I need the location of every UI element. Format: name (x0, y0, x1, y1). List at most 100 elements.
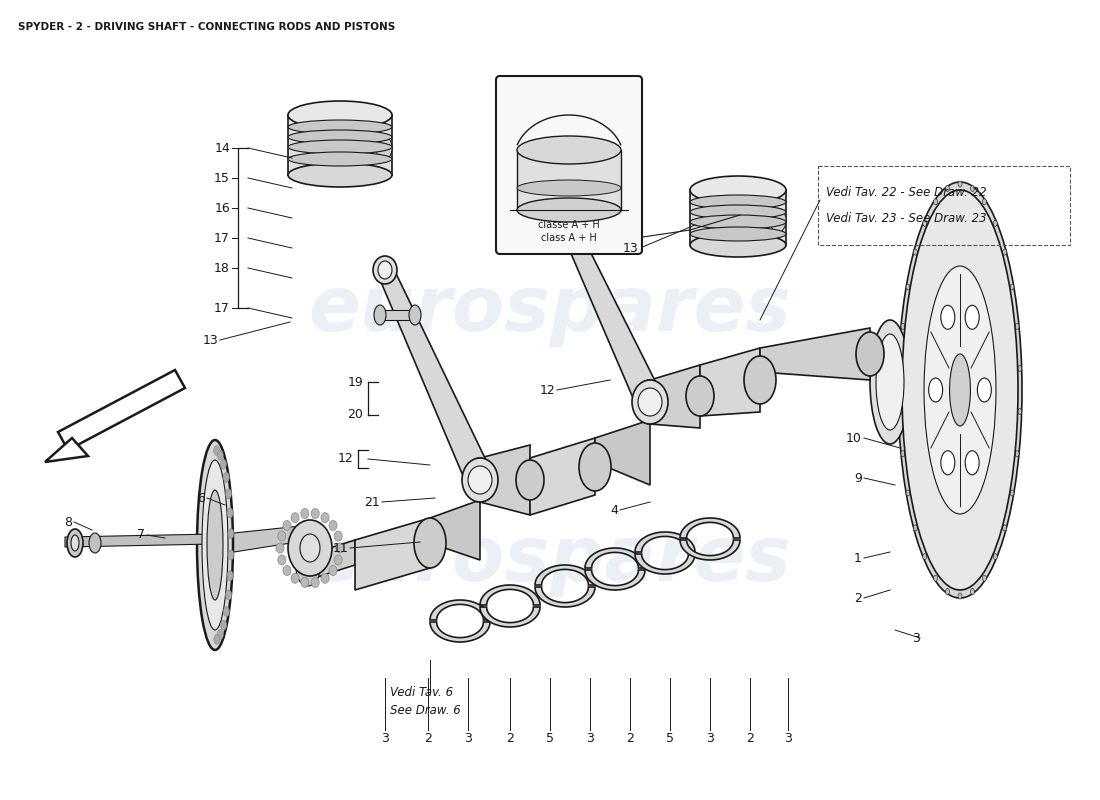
Ellipse shape (296, 550, 320, 586)
Ellipse shape (870, 320, 910, 444)
Ellipse shape (934, 575, 937, 581)
Ellipse shape (993, 220, 998, 226)
Polygon shape (430, 600, 490, 620)
Text: 2: 2 (506, 731, 514, 745)
Ellipse shape (690, 233, 786, 257)
Ellipse shape (1010, 490, 1014, 496)
Ellipse shape (223, 472, 229, 482)
Ellipse shape (373, 256, 397, 284)
Ellipse shape (226, 590, 232, 600)
Ellipse shape (579, 443, 610, 491)
Ellipse shape (300, 509, 309, 518)
Ellipse shape (288, 120, 392, 134)
Ellipse shape (690, 195, 786, 209)
Text: Vedi Tav. 23 - See Draw. 23: Vedi Tav. 23 - See Draw. 23 (826, 211, 987, 225)
Ellipse shape (923, 554, 926, 560)
Ellipse shape (278, 555, 286, 565)
Ellipse shape (465, 458, 495, 502)
Polygon shape (288, 115, 392, 175)
Polygon shape (377, 266, 493, 486)
Ellipse shape (276, 543, 284, 553)
Text: 7: 7 (138, 529, 145, 542)
FancyBboxPatch shape (496, 76, 642, 254)
Ellipse shape (300, 578, 309, 587)
Ellipse shape (901, 450, 905, 457)
Polygon shape (700, 348, 760, 416)
Polygon shape (65, 534, 214, 547)
Polygon shape (430, 622, 490, 642)
Ellipse shape (982, 575, 987, 581)
Ellipse shape (414, 518, 446, 568)
Polygon shape (379, 310, 415, 320)
Ellipse shape (292, 574, 299, 583)
Text: 17: 17 (214, 302, 230, 314)
Ellipse shape (228, 529, 234, 538)
Ellipse shape (940, 306, 955, 330)
Ellipse shape (958, 181, 962, 187)
Text: 13: 13 (623, 242, 638, 254)
Ellipse shape (686, 376, 714, 416)
Ellipse shape (220, 459, 227, 469)
Polygon shape (535, 565, 595, 585)
Ellipse shape (563, 221, 578, 239)
Ellipse shape (283, 566, 292, 575)
Polygon shape (635, 532, 695, 552)
Text: Vedi Tav. 6: Vedi Tav. 6 (390, 686, 453, 699)
Ellipse shape (517, 136, 622, 164)
Text: 11: 11 (332, 542, 348, 554)
Ellipse shape (690, 176, 786, 204)
Text: 17: 17 (214, 231, 230, 245)
Text: 3: 3 (464, 731, 472, 745)
Ellipse shape (913, 249, 917, 255)
Ellipse shape (923, 220, 926, 226)
Ellipse shape (89, 533, 101, 553)
Ellipse shape (300, 534, 320, 562)
Ellipse shape (207, 490, 223, 600)
Text: 12: 12 (539, 383, 556, 397)
Ellipse shape (899, 366, 902, 371)
Text: 8: 8 (64, 515, 72, 529)
Ellipse shape (223, 606, 230, 617)
Text: 2: 2 (746, 731, 754, 745)
Ellipse shape (67, 529, 82, 557)
Text: 13: 13 (202, 334, 218, 346)
Ellipse shape (965, 450, 979, 474)
Ellipse shape (876, 334, 904, 430)
Ellipse shape (468, 466, 492, 494)
Text: 3: 3 (706, 731, 714, 745)
Ellipse shape (217, 450, 223, 460)
Text: 21: 21 (364, 495, 380, 509)
Text: 18: 18 (214, 262, 230, 274)
Ellipse shape (638, 388, 662, 416)
Ellipse shape (226, 489, 231, 499)
Ellipse shape (283, 521, 292, 530)
Polygon shape (45, 438, 88, 462)
Polygon shape (535, 587, 595, 607)
Text: 3: 3 (586, 731, 594, 745)
Ellipse shape (1010, 284, 1014, 290)
Text: 12: 12 (338, 453, 353, 466)
Text: eurospares: eurospares (309, 523, 791, 597)
Ellipse shape (1018, 409, 1022, 414)
Ellipse shape (928, 378, 943, 402)
Polygon shape (680, 518, 740, 538)
Polygon shape (58, 370, 185, 450)
Ellipse shape (965, 306, 979, 330)
Ellipse shape (197, 440, 233, 650)
Text: 14: 14 (214, 142, 230, 154)
Ellipse shape (744, 356, 775, 404)
Text: 6: 6 (197, 491, 205, 505)
Text: SPYDER - 2 - DRIVING SHAFT - CONNECTING RODS AND PISTONS: SPYDER - 2 - DRIVING SHAFT - CONNECTING … (18, 22, 395, 32)
Polygon shape (635, 554, 695, 574)
Ellipse shape (288, 163, 392, 187)
Polygon shape (480, 607, 540, 627)
Ellipse shape (978, 378, 991, 402)
Ellipse shape (517, 198, 622, 222)
Ellipse shape (311, 509, 319, 518)
Text: 15: 15 (214, 171, 230, 185)
Ellipse shape (1002, 525, 1006, 531)
Ellipse shape (517, 180, 622, 196)
Ellipse shape (970, 589, 975, 594)
Text: 2: 2 (425, 731, 432, 745)
Text: 19: 19 (348, 375, 363, 389)
